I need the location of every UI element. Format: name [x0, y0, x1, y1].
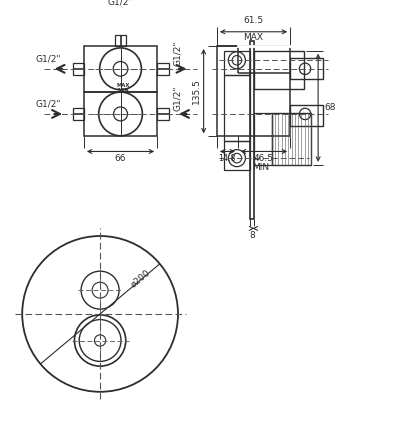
Text: MIN: MIN	[253, 163, 269, 172]
Text: G1/2": G1/2"	[108, 0, 133, 6]
Text: G1/2": G1/2"	[173, 40, 182, 66]
Bar	[290, 105, 323, 126]
Text: MIN: MIN	[117, 88, 129, 93]
Bar	[290, 58, 323, 79]
Bar	[115, 35, 126, 46]
Bar	[271, 112, 312, 165]
Text: 46.5: 46.5	[254, 154, 274, 163]
Bar	[217, 46, 290, 136]
Bar	[84, 46, 157, 92]
Text: 135.5: 135.5	[192, 78, 201, 104]
Bar	[72, 63, 84, 75]
Text: 68: 68	[325, 103, 336, 112]
Bar	[224, 51, 250, 75]
Text: ø200: ø200	[129, 268, 152, 290]
Bar	[255, 112, 271, 165]
Bar	[72, 108, 84, 120]
Text: MAX: MAX	[243, 33, 264, 42]
Bar	[157, 108, 169, 120]
Bar	[157, 63, 169, 75]
Bar	[224, 75, 250, 141]
Text: 66: 66	[115, 154, 126, 163]
Text: MAX: MAX	[117, 83, 130, 89]
Bar	[255, 51, 304, 89]
Bar	[250, 41, 255, 219]
Bar	[84, 92, 157, 136]
Bar	[224, 141, 250, 170]
Text: 14.8: 14.8	[219, 154, 236, 163]
Text: 8: 8	[249, 231, 255, 240]
Text: G1/2": G1/2"	[35, 54, 61, 63]
Text: 61.5: 61.5	[243, 16, 264, 25]
Text: G1/2": G1/2"	[35, 99, 61, 108]
Text: G1/2": G1/2"	[173, 86, 182, 111]
